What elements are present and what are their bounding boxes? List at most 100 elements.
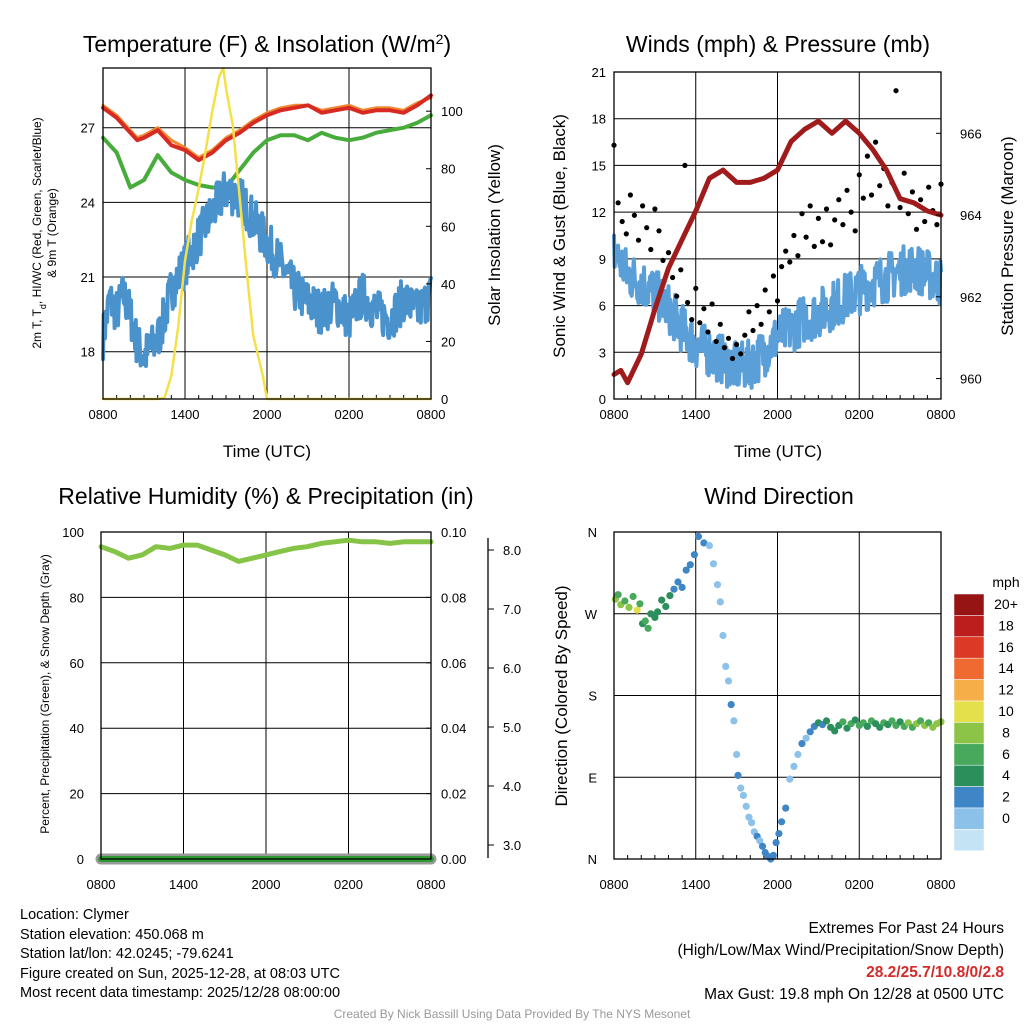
wind-direction-point	[745, 813, 753, 821]
gust-point	[774, 298, 781, 304]
wind-direction-point	[674, 578, 682, 586]
extremes-values: 28.2/25.7/10.8/0/2.8	[866, 964, 1004, 981]
speed-legend-title: mph	[992, 574, 1019, 590]
wind-direction-x-ticks: 0800 1400 2000 0200 0800	[600, 877, 956, 892]
humidity-plot-frame	[100, 531, 432, 860]
humidity-x-tick-label: 0200	[334, 877, 363, 892]
snow-depth-tick-label: 5.0	[503, 720, 521, 735]
humidity-y-tick-label: 60	[70, 656, 84, 671]
figure-created: Figure created on Sun, 2025-12-28, at 08…	[20, 965, 340, 982]
insolation-tick-label: 20	[441, 334, 455, 349]
speed-legend-swatch	[953, 700, 985, 723]
temperature-right-ticks: 0 20 40 60 80 100	[426, 104, 463, 407]
wind-direction-point	[678, 583, 686, 592]
gust-point	[783, 248, 789, 254]
speed-legend-label: 10	[998, 703, 1014, 719]
gust-point	[615, 200, 621, 206]
humidity-y-tick-label: 0	[77, 852, 84, 867]
winds-y-tick-label: 15	[592, 158, 606, 173]
precip-tick-label: 0.10	[441, 525, 466, 540]
wind-direction-y-tick-label: N	[588, 525, 597, 540]
wind-direction-x-tick-label: 2000	[763, 877, 792, 892]
precip-tick-label: 0.06	[441, 656, 466, 671]
wind-direction-y-ticks: N E S W N	[585, 525, 598, 867]
wind-direction-point	[733, 750, 741, 759]
wind-direction-point	[654, 608, 662, 616]
wind-direction-point	[756, 837, 764, 845]
wind-direction-point	[917, 717, 925, 725]
speed-legend-swatch	[953, 679, 985, 702]
humidity-x-tick-label: 1400	[169, 877, 198, 892]
gust-point	[689, 317, 695, 323]
speed-legend-label: 6	[1002, 746, 1010, 762]
gust-point	[640, 203, 646, 209]
winds-title: Winds (mph) & Pressure (mb)	[626, 31, 930, 57]
gust-point	[918, 197, 924, 203]
wind-direction-point	[633, 606, 641, 614]
wind-direction-point	[722, 662, 730, 671]
winds-y-tick-label: 9	[599, 252, 606, 267]
gust-point	[840, 222, 846, 228]
station-info: Location: Clymer Station elevation: 450.…	[20, 906, 340, 1004]
gust-point	[678, 267, 684, 273]
gust-point	[815, 215, 822, 221]
gust-point	[922, 218, 928, 225]
wind-direction-point	[709, 560, 718, 568]
temperature-series	[101, 66, 433, 401]
wind-direction-point	[863, 722, 872, 731]
gust-point	[656, 228, 662, 234]
station-elevation: Station elevation: 450.068 m	[20, 926, 204, 943]
humidity-x-ticks: 0800 1400 2000 0200 0800	[87, 877, 446, 892]
wind-direction-point	[806, 728, 814, 736]
wind-direction-point	[742, 802, 750, 810]
wind-direction-point	[682, 566, 690, 574]
temperature-x-tick-label: 0800	[417, 407, 446, 422]
wind-direction-x-tick-label: 0800	[927, 877, 956, 892]
humidity-title: Relative Humidity (%) & Precipitation (i…	[58, 483, 473, 509]
wind-direction-title: Wind Direction	[704, 483, 854, 509]
wind-direction-point	[839, 718, 847, 726]
winds-panel: Winds (mph) & Pressure (mb) 0800 1400 2000…	[550, 31, 1017, 461]
humidity-y-tick-label: 80	[70, 590, 84, 605]
humidity-y-label: Percent, Precipitation (Green), & Snow D…	[38, 554, 52, 833]
wind-direction-point	[690, 551, 699, 559]
temperature-x-tick-label: 0200	[335, 407, 364, 422]
speed-legend-swatch	[953, 764, 985, 787]
wind-direction-point	[625, 603, 633, 612]
gust-point	[713, 338, 719, 344]
extremes-max-gust: Max Gust: 19.8 mph On 12/28 at 0500 UTC	[704, 986, 1004, 1003]
precip-tick-label: 0.00	[441, 852, 466, 867]
gust-point	[885, 203, 891, 209]
winds-x-tick-label: 0800	[600, 407, 629, 422]
speed-legend-swatch	[953, 829, 985, 852]
wind-direction-point	[636, 600, 644, 608]
winds-x-label: Time (UTC)	[734, 442, 822, 461]
wind-direction-point	[782, 804, 790, 812]
wind-direction-point	[629, 592, 637, 601]
gust-point	[665, 250, 672, 256]
wind-direction-panel: Wind Direction 0800 1400 2000 0200 0800 N E S W…	[552, 483, 1020, 892]
snow-depth-tick-label: 8.0	[503, 543, 521, 558]
speed-legend-swatch	[953, 593, 985, 616]
winds-plot-frame	[613, 71, 942, 400]
extremes-block: Extremes For Past 24 Hours (High/Low/Max…	[678, 918, 1005, 1006]
speed-legend-label: 12	[998, 682, 1014, 698]
precip-tick-label: 0.02	[441, 787, 466, 802]
snow-depth-tick-label: 7.0	[503, 602, 521, 617]
wind-direction-point	[621, 597, 629, 605]
gust-point	[860, 195, 866, 201]
temperature-x-ticks: 0800 1400 2000 0200 0800	[89, 407, 446, 422]
winds-x-tick-label: 0200	[845, 407, 874, 422]
wind-direction-point	[739, 791, 748, 800]
wind-direction-point	[748, 819, 756, 827]
winds-series	[611, 88, 944, 390]
pressure-tick-label: 960	[960, 372, 982, 387]
gust-point	[856, 172, 862, 178]
gust-point	[791, 232, 797, 239]
gust-point	[848, 209, 854, 215]
gust-point	[832, 217, 838, 223]
wind-direction-point	[651, 613, 659, 622]
gust-point	[750, 327, 756, 334]
gust-point	[635, 237, 642, 243]
